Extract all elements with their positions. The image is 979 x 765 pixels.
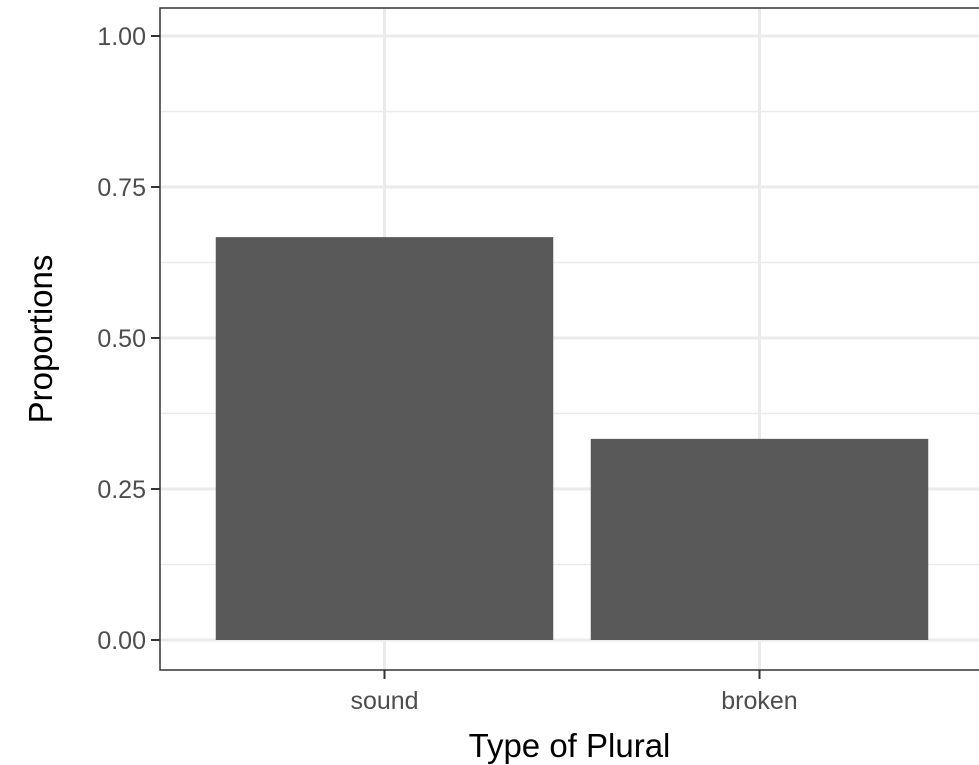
x-tick-label: sound [350, 687, 418, 715]
x-tick-label: broken [721, 687, 797, 715]
y-axis: 0.00 0.25 0.50 0.75 1.00 [97, 23, 160, 655]
y-tick-label: 0.25 [97, 476, 146, 504]
bar-sound [215, 237, 554, 640]
x-axis-title: Type of Plural [469, 727, 671, 764]
bar-broken [590, 438, 929, 640]
y-tick-label: 1.00 [97, 23, 146, 51]
x-axis: sound broken [350, 670, 798, 715]
bars [215, 237, 929, 640]
y-axis-title: Proportions [22, 255, 59, 424]
y-tick-label: 0.00 [97, 627, 146, 655]
y-tick-label: 0.75 [97, 174, 146, 202]
y-tick-label: 0.50 [97, 325, 146, 353]
